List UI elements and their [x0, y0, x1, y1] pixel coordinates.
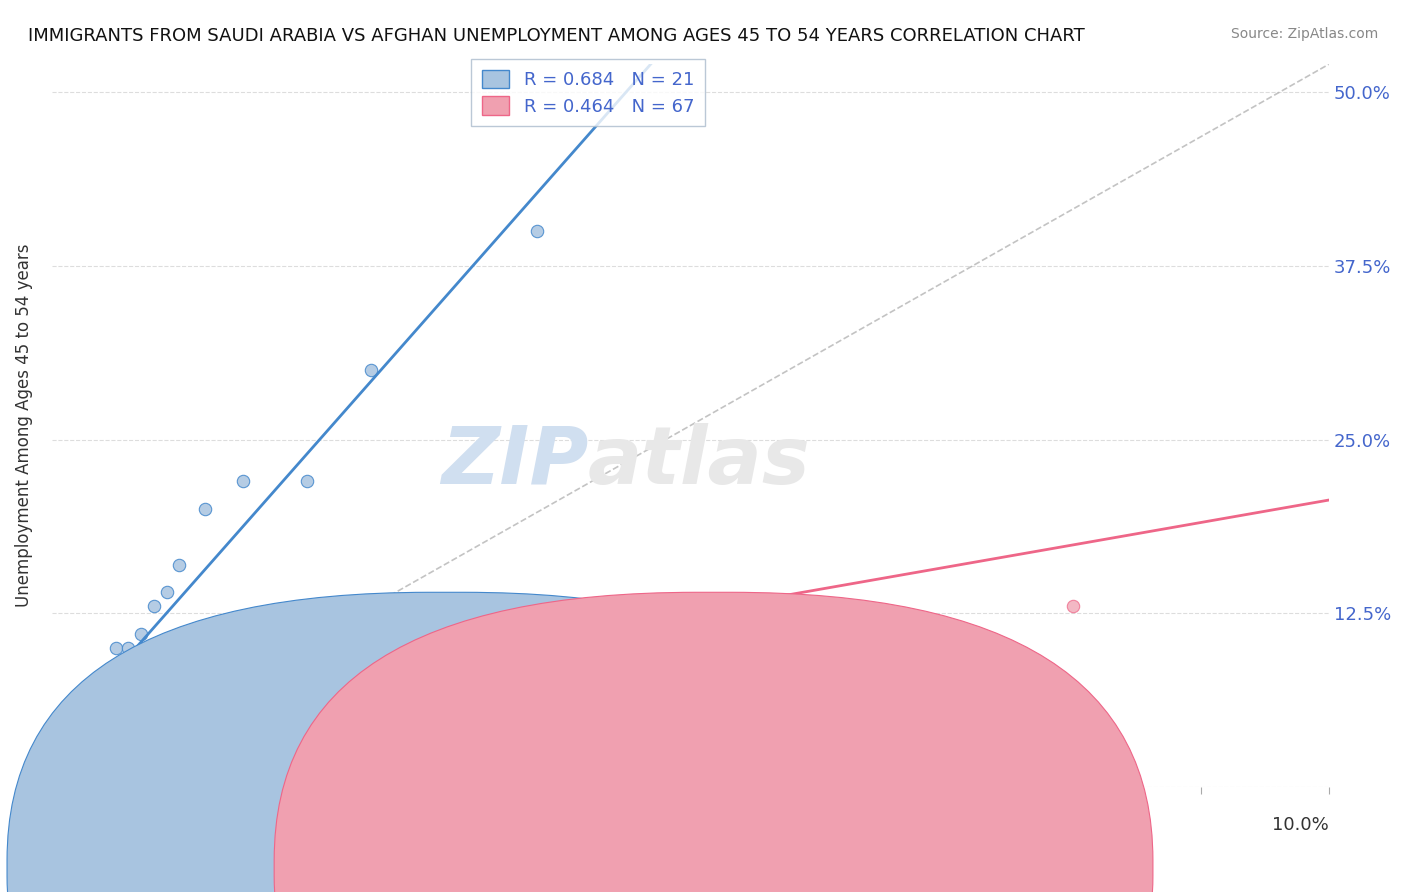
Point [104, 724, 127, 739]
Point [156, 585, 179, 599]
Point [79, 738, 101, 752]
Point [66, 752, 89, 766]
Point [295, 669, 318, 683]
Point [66, 738, 89, 752]
Point [142, 682, 165, 697]
Point [219, 655, 242, 669]
Text: IMMIGRANTS FROM SAUDI ARABIA VS AFGHAN UNEMPLOYMENT AMONG AGES 45 TO 54 YEARS CO: IMMIGRANTS FROM SAUDI ARABIA VS AFGHAN U… [28, 27, 1085, 45]
Point [142, 697, 165, 711]
Point [79, 724, 101, 739]
Point [91, 724, 114, 739]
Point [1062, 599, 1084, 614]
Text: Immigrants from Saudi Arabia: Immigrants from Saudi Arabia [409, 852, 659, 870]
Point [526, 224, 548, 238]
Point [616, 613, 638, 627]
Point [129, 697, 152, 711]
Point [232, 697, 254, 711]
Text: 0.0%: 0.0% [52, 816, 97, 834]
Point [257, 669, 280, 683]
Point [169, 697, 191, 711]
Point [270, 655, 292, 669]
Text: Source: ZipAtlas.com: Source: ZipAtlas.com [1230, 27, 1378, 41]
Point [207, 682, 229, 697]
Point [117, 710, 139, 724]
Point [679, 599, 702, 614]
Point [104, 640, 127, 655]
Point [398, 640, 420, 655]
Point [207, 655, 229, 669]
Point [91, 697, 114, 711]
Point [373, 640, 395, 655]
Point [283, 682, 305, 697]
Point [91, 669, 114, 683]
Point [488, 640, 510, 655]
Legend: R = 0.684   N = 21, R = 0.464   N = 67: R = 0.684 N = 21, R = 0.464 N = 67 [471, 59, 704, 127]
Point [104, 710, 127, 724]
Point [129, 682, 152, 697]
Point [91, 710, 114, 724]
Point [129, 710, 152, 724]
Point [117, 669, 139, 683]
Point [79, 697, 101, 711]
Point [232, 655, 254, 669]
Point [104, 682, 127, 697]
Point [449, 627, 471, 641]
Text: 10.0%: 10.0% [1272, 816, 1329, 834]
Point [66, 724, 89, 739]
Point [245, 669, 267, 683]
Point [142, 710, 165, 724]
Point [104, 697, 127, 711]
Point [423, 627, 446, 641]
Point [232, 474, 254, 488]
Point [53, 752, 76, 766]
Point [79, 682, 101, 697]
Point [232, 682, 254, 697]
Point [104, 682, 127, 697]
Point [142, 599, 165, 614]
Point [347, 655, 370, 669]
Text: ZIP: ZIP [440, 423, 588, 500]
Point [66, 710, 89, 724]
Point [129, 724, 152, 739]
Point [91, 738, 114, 752]
Point [295, 474, 318, 488]
Point [117, 640, 139, 655]
Point [169, 669, 191, 683]
Point [360, 640, 382, 655]
Text: atlas: atlas [588, 423, 811, 500]
Point [129, 627, 152, 641]
Point [194, 502, 217, 516]
Point [360, 363, 382, 377]
Point [53, 724, 76, 739]
Point [79, 724, 101, 739]
Point [91, 710, 114, 724]
Point [53, 752, 76, 766]
Point [526, 640, 548, 655]
Point [66, 710, 89, 724]
Point [219, 682, 242, 697]
Y-axis label: Unemployment Among Ages 45 to 54 years: Unemployment Among Ages 45 to 54 years [15, 244, 32, 607]
Point [66, 738, 89, 752]
Point [169, 682, 191, 697]
Point [53, 738, 76, 752]
Point [576, 613, 599, 627]
Point [156, 710, 179, 724]
Point [335, 640, 357, 655]
Point [309, 655, 332, 669]
Point [169, 710, 191, 724]
Point [129, 655, 152, 669]
Point [117, 724, 139, 739]
Point [322, 655, 344, 669]
Point [117, 697, 139, 711]
Point [807, 599, 830, 614]
Point [181, 682, 204, 697]
Text: Afghans: Afghans [740, 852, 807, 870]
Point [156, 697, 179, 711]
Point [181, 710, 204, 724]
Point [169, 558, 191, 572]
Point [194, 697, 217, 711]
Point [194, 669, 217, 683]
Point [79, 710, 101, 724]
